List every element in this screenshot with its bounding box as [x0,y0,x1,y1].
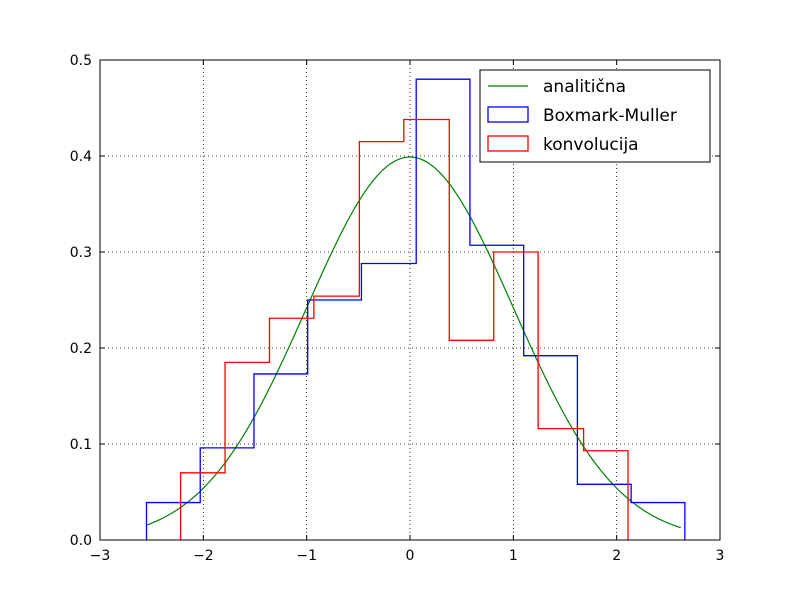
x-tick-label: 0 [406,548,415,564]
legend-swatch-box [487,106,529,123]
axis-ticks: −3 −2 −1 0 1 2 3 0.0 0.1 0.2 0.3 0.4 0.5 [70,53,725,564]
x-tick-label: 3 [716,548,725,564]
y-tick-label: 0.1 [70,437,92,453]
legend: analitična Boxmark-Muller konvolucija [479,69,711,163]
legend-box [479,69,711,163]
legend-label: konvolucija [543,135,639,155]
y-tick-label: 0.4 [70,149,92,165]
legend-label: analitična [543,77,626,97]
x-tick-label: 2 [612,548,621,564]
y-tick-label: 0.3 [70,245,92,261]
y-tick-label: 0.2 [70,341,92,357]
legend-swatch-box [487,135,529,152]
x-tick-label: −3 [90,548,111,564]
legend-label: Boxmark-Muller [543,106,677,126]
y-tick-label: 0.0 [70,533,92,549]
plot-series [145,78,686,540]
x-tick-label: −1 [296,548,317,564]
y-tick-label: 0.5 [70,53,92,69]
series-boxmark-muller [145,78,686,540]
series-konvolucija [179,118,629,540]
x-tick-label: −2 [193,548,214,564]
x-tick-label: 1 [509,548,518,564]
